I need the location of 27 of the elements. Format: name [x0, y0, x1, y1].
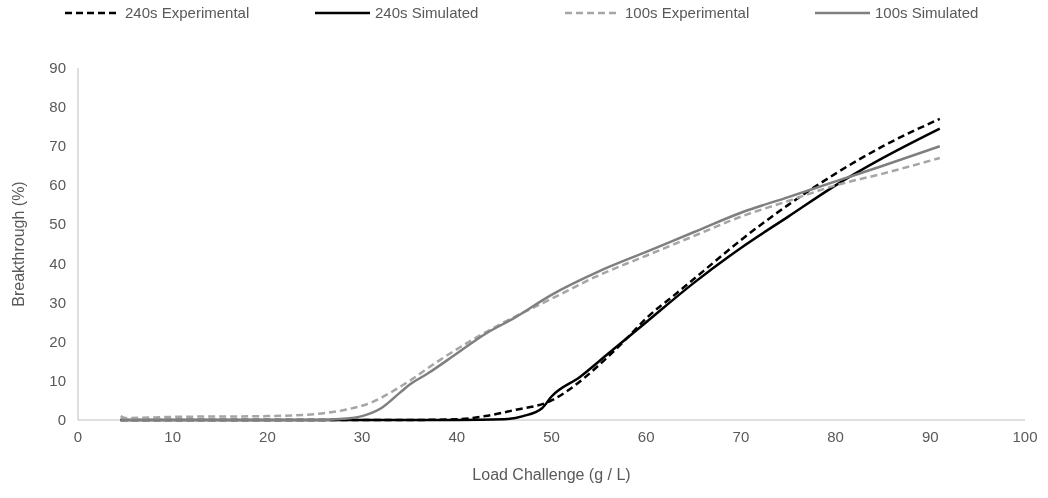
x-tick-label: 70 [732, 428, 750, 445]
legend-label: 240s Experimental [125, 4, 250, 21]
legend-label: 100s Simulated [875, 4, 979, 21]
y-tick-label: 60 [49, 176, 66, 194]
y-tick-label: 30 [49, 293, 66, 311]
x-tick-label: 30 [353, 428, 371, 445]
x-tick-label: 80 [827, 428, 844, 445]
legend-label: 100s Experimental [625, 4, 750, 21]
y-tick-label: 0 [57, 411, 66, 428]
y-tick-label: 20 [49, 332, 66, 350]
y-tick-label: 80 [49, 98, 66, 116]
x-tick-label: 60 [637, 428, 655, 445]
x-tick-label: 10 [164, 428, 182, 445]
x-tick-label: 20 [259, 428, 276, 445]
x-tick-label: 100 [1012, 428, 1038, 445]
x-tick-label: 90 [921, 428, 939, 445]
y-tick-label: 10 [49, 371, 66, 389]
y-axis-title: Breakthrough (%) [10, 181, 27, 307]
y-tick-label: 90 [49, 59, 66, 76]
legend-label: 240s Simulated [375, 4, 479, 21]
x-axis-title: Load Challenge (g / L) [472, 466, 631, 483]
y-tick-label: 40 [49, 254, 66, 272]
x-tick-label: 50 [543, 428, 560, 445]
x-tick-label: 0 [73, 428, 83, 445]
y-tick-label: 70 [49, 137, 66, 155]
x-tick-label: 40 [448, 428, 466, 445]
y-tick-label: 50 [49, 215, 66, 233]
